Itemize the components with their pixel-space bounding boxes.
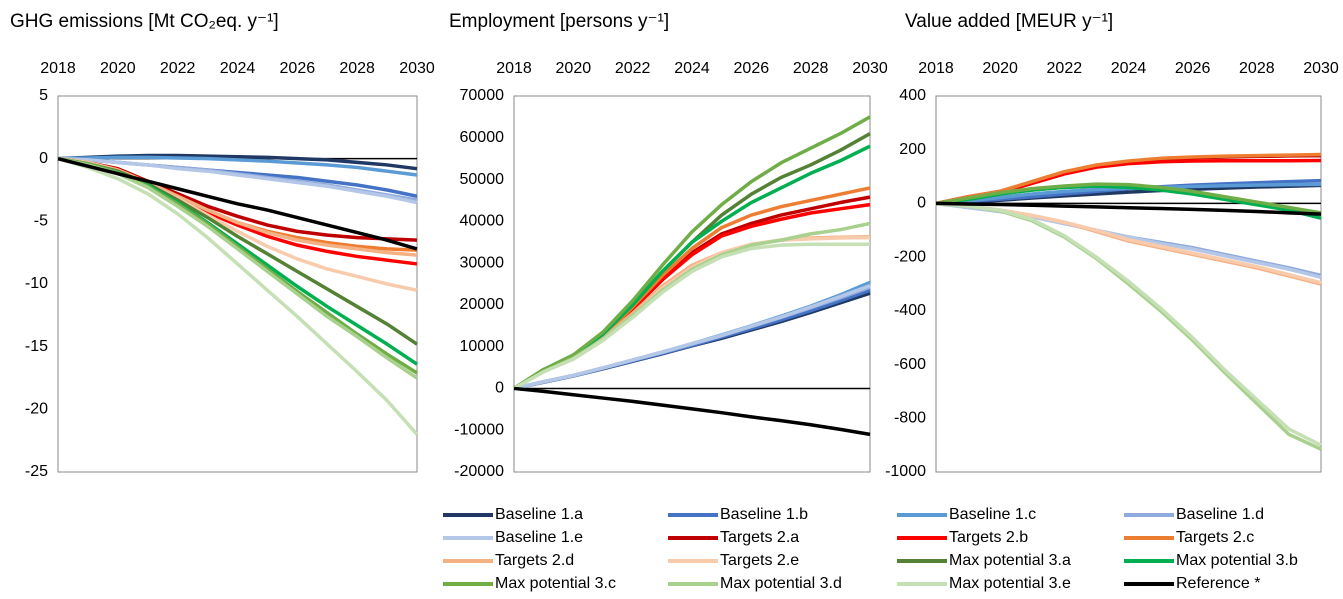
legend-label: Targets 2.e [720,552,799,569]
legend-label: Max potential 3.e [949,575,1071,592]
legend-label: Max potential 3.d [720,575,842,592]
y-tick-label: -10000 [454,421,504,438]
legend-label: Baseline 1.c [949,506,1036,523]
legend-label: Baseline 1.a [495,506,583,523]
series-line [513,284,871,391]
y-tick-label: 50000 [460,171,505,188]
series-line [57,155,418,177]
series-line [513,386,871,437]
x-tick-label: 2020 [100,60,136,77]
x-tick-label: 2026 [1175,60,1211,77]
y-tick-label: 0 [917,195,926,212]
y-tick-label: -200 [894,248,926,265]
x-tick-label: 2026 [734,60,770,77]
series-line [513,242,870,390]
chart-title: Value added [MEUR y⁻¹] [905,11,1113,32]
y-tick-label: -400 [894,302,926,319]
x-tick-label: 2020 [556,60,592,77]
series-line [935,201,1322,286]
x-tick-label: 2030 [852,60,888,77]
x-tick-label: 2022 [615,60,651,77]
y-tick-label: 0 [39,150,48,167]
x-tick-label: 2022 [1047,60,1083,77]
y-tick-label: 5 [39,87,48,104]
y-tick-label: -800 [894,410,926,427]
legend-label: Baseline 1.d [1176,506,1264,523]
legend-label: Targets 2.a [720,529,799,546]
x-tick-label: 2026 [280,60,316,77]
x-tick-label: 2022 [160,60,196,77]
x-tick-label: 2020 [982,60,1018,77]
legend-label: Max potential 3.b [1176,552,1298,569]
series-line [57,156,418,205]
y-tick-label: -1000 [885,463,926,480]
series-line [935,201,1322,447]
series-line [57,156,418,251]
series-line [513,115,871,390]
y-tick-label: 20000 [460,296,505,313]
y-tick-label: 10000 [460,338,505,355]
legend-label: Max potential 3.a [949,552,1071,569]
x-tick-label: 2030 [1303,60,1339,77]
y-tick-label: -5 [34,213,48,230]
legend-label: Targets 2.d [495,552,574,569]
legend-label: Baseline 1.e [495,529,583,546]
y-tick-label: -20000 [454,463,504,480]
series-line [57,156,419,436]
plot-frame [513,95,871,473]
y-tick-label: 70000 [460,87,505,104]
x-tick-label: 2018 [918,60,954,77]
y-tick-label: -25 [25,463,48,480]
x-tick-label: 2030 [399,60,435,77]
legend-label: Baseline 1.b [720,506,808,523]
x-tick-label: 2024 [674,60,710,77]
chart-title: GHG emissions [Mt CO₂eq. y⁻¹] [10,11,279,32]
y-tick-label: 40000 [460,213,505,230]
y-tick-label: 30000 [460,254,505,271]
series-line [935,182,1322,215]
series-line [513,235,871,390]
legend-label: Max potential 3.c [495,575,616,592]
y-tick-label: 60000 [460,129,505,146]
chart-title: Employment [persons y⁻¹] [449,11,669,32]
series-line [513,280,871,391]
x-tick-label: 2028 [793,60,829,77]
x-tick-label: 2028 [1239,60,1275,77]
y-tick-label: -15 [25,338,48,355]
y-tick-label: 0 [495,380,504,397]
x-tick-label: 2024 [1111,60,1147,77]
y-tick-label: 200 [899,141,926,158]
legend-label: Reference * [1176,575,1261,592]
plot-frame [57,95,418,473]
legend-label: Targets 2.b [949,529,1028,546]
x-tick-label: 2024 [220,60,256,77]
y-tick-label: -20 [25,401,48,418]
x-tick-label: 2018 [40,60,76,77]
y-tick-label: -600 [894,356,926,373]
series-line [935,201,1322,216]
y-tick-label: -10 [25,275,48,292]
x-tick-label: 2018 [496,60,532,77]
series-line [513,235,871,390]
legend-label: Targets 2.c [1176,529,1254,546]
x-tick-label: 2028 [339,60,375,77]
y-tick-label: 400 [899,87,926,104]
